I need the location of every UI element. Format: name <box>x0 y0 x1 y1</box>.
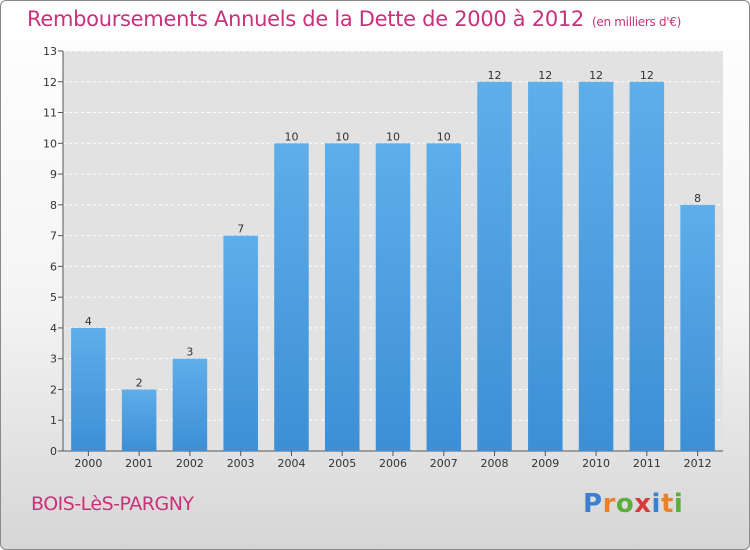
x-tick-label: 2008 <box>481 457 509 470</box>
y-tick-label: 8 <box>50 199 57 212</box>
y-tick-label: 7 <box>50 230 57 243</box>
data-label: 12 <box>488 69 502 82</box>
data-label: 10 <box>437 130 451 143</box>
bar <box>375 143 411 452</box>
y-tick-label: 11 <box>43 107 57 120</box>
data-label: 12 <box>640 69 654 82</box>
data-label: 10 <box>284 130 298 143</box>
data-label: 3 <box>186 346 193 359</box>
bar <box>121 389 157 451</box>
logo-letter: t <box>660 489 674 519</box>
bar <box>528 81 563 452</box>
logo-letter: i <box>651 489 661 519</box>
x-tick-label: 2006 <box>379 457 407 470</box>
bar <box>426 143 462 452</box>
proxiti-logo: Proxiti <box>583 489 683 519</box>
x-tick-label: 2005 <box>328 457 356 470</box>
x-tick-label: 2004 <box>277 457 305 470</box>
data-label: 8 <box>694 192 701 205</box>
data-label: 10 <box>335 130 349 143</box>
bar <box>680 204 715 451</box>
x-tick-label: 2000 <box>74 457 102 470</box>
x-tick-label: 2009 <box>531 457 559 470</box>
bar <box>629 81 665 452</box>
chart-title-text: Remboursements Annuels de la Dette de 20… <box>27 7 584 31</box>
y-tick-label: 0 <box>50 445 57 458</box>
data-label: 12 <box>538 69 552 82</box>
x-tick-label: 2002 <box>176 457 204 470</box>
x-tick-label: 2012 <box>684 457 712 470</box>
logo-letter: i <box>673 489 684 519</box>
y-tick-label: 4 <box>50 322 57 335</box>
town-name: BOIS-LèS-PARGNY <box>31 493 194 515</box>
data-label: 4 <box>85 315 92 328</box>
y-tick-label: 2 <box>50 383 57 396</box>
logo-letter: x <box>634 489 652 519</box>
x-tick-label: 2003 <box>227 457 255 470</box>
bar <box>477 81 512 452</box>
x-tick-label: 2011 <box>633 457 661 470</box>
data-label: 7 <box>237 223 244 236</box>
bar <box>223 235 258 451</box>
y-tick-label: 5 <box>50 291 57 304</box>
y-tick-label: 9 <box>50 168 57 181</box>
bar <box>172 358 208 451</box>
y-tick-label: 12 <box>43 76 57 89</box>
logo-letter: P <box>583 489 603 519</box>
data-label: 10 <box>386 130 400 143</box>
bar <box>71 327 106 451</box>
y-tick-label: 6 <box>50 260 57 273</box>
bar <box>578 81 614 452</box>
logo-letter: o <box>615 489 635 519</box>
x-tick-label: 2010 <box>582 457 610 470</box>
x-tick-label: 2001 <box>125 457 153 470</box>
y-tick-label: 13 <box>43 45 57 58</box>
chart-title-unit: (en milliers d'€) <box>592 15 682 29</box>
data-label: 12 <box>589 69 603 82</box>
logo-letter: r <box>602 489 616 519</box>
data-label: 2 <box>136 376 143 389</box>
bar <box>274 143 309 452</box>
y-tick-label: 3 <box>50 353 57 366</box>
bar <box>324 143 360 452</box>
chart-title: Remboursements Annuels de la Dette de 20… <box>27 7 681 31</box>
y-tick-label: 1 <box>50 414 57 427</box>
x-tick-label: 2007 <box>430 457 458 470</box>
y-tick-label: 10 <box>43 137 57 150</box>
